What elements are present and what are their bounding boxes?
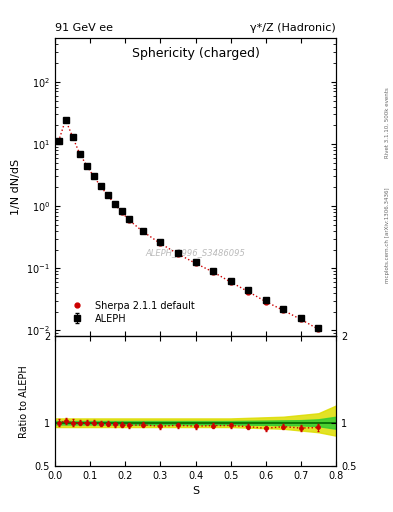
Sherpa 2.1.1 default bbox=[263, 298, 268, 305]
Sherpa 2.1.1 default bbox=[105, 192, 110, 198]
Sherpa 2.1.1 default bbox=[119, 209, 124, 215]
Text: ALEPH_1996_S3486095: ALEPH_1996_S3486095 bbox=[145, 248, 246, 258]
Sherpa 2.1.1 default bbox=[158, 241, 163, 247]
Sherpa 2.1.1 default bbox=[281, 307, 286, 313]
Sherpa 2.1.1 default bbox=[299, 316, 303, 323]
Sherpa 2.1.1 default bbox=[211, 269, 215, 275]
Y-axis label: 1/N dN/dS: 1/N dN/dS bbox=[11, 159, 21, 216]
Sherpa 2.1.1 default bbox=[91, 174, 96, 180]
Text: γ*/Z (Hadronic): γ*/Z (Hadronic) bbox=[250, 23, 336, 33]
Y-axis label: Ratio to ALEPH: Ratio to ALEPH bbox=[19, 365, 29, 438]
Text: mcplots.cern.ch [arXiv:1306.3436]: mcplots.cern.ch [arXiv:1306.3436] bbox=[385, 188, 389, 283]
Sherpa 2.1.1 default bbox=[112, 201, 117, 207]
Sherpa 2.1.1 default bbox=[98, 183, 103, 189]
Sherpa 2.1.1 default bbox=[193, 260, 198, 266]
Text: 91 GeV ee: 91 GeV ee bbox=[55, 23, 113, 33]
Sherpa 2.1.1 default bbox=[316, 326, 321, 332]
Sherpa 2.1.1 default bbox=[176, 251, 180, 257]
Sherpa 2.1.1 default bbox=[228, 279, 233, 285]
Line: Sherpa 2.1.1 default: Sherpa 2.1.1 default bbox=[56, 117, 321, 332]
Legend: Sherpa 2.1.1 default, ALEPH: Sherpa 2.1.1 default, ALEPH bbox=[66, 298, 196, 326]
Sherpa 2.1.1 default bbox=[56, 138, 61, 144]
X-axis label: S: S bbox=[192, 486, 199, 496]
Sherpa 2.1.1 default bbox=[63, 117, 68, 123]
Sherpa 2.1.1 default bbox=[70, 134, 75, 140]
Sherpa 2.1.1 default bbox=[84, 162, 89, 168]
Text: Sphericity (charged): Sphericity (charged) bbox=[132, 47, 259, 60]
Sherpa 2.1.1 default bbox=[246, 289, 251, 295]
Sherpa 2.1.1 default bbox=[127, 217, 131, 223]
Sherpa 2.1.1 default bbox=[140, 228, 145, 234]
Sherpa 2.1.1 default bbox=[77, 151, 82, 157]
Text: Rivet 3.1.10, 500k events: Rivet 3.1.10, 500k events bbox=[385, 88, 389, 158]
